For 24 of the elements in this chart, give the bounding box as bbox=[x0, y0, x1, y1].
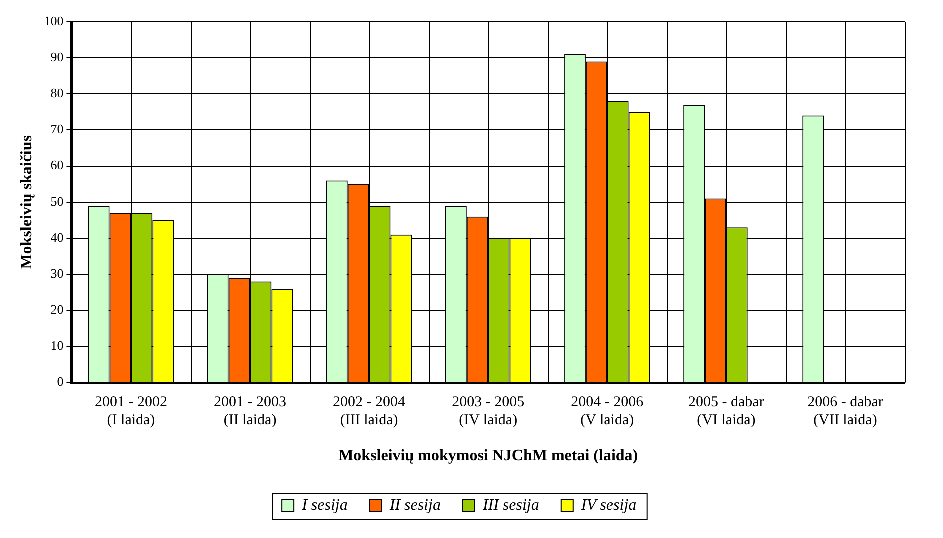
legend-label: III sesija bbox=[482, 497, 540, 514]
x-tick-label: 2004 - 2006 (V laida) bbox=[571, 394, 644, 429]
x-tick-label: 2003 - 2005 (IV laida) bbox=[452, 394, 525, 429]
y-tick-label: 0 bbox=[57, 374, 64, 390]
y-tick-label: 100 bbox=[44, 13, 64, 28]
x-tick-label: 2001 - 2003 (II laida) bbox=[214, 394, 287, 429]
y-tick-label: 50 bbox=[50, 194, 64, 209]
x-tick-label: 2006 - dabar (VII laida) bbox=[808, 394, 884, 429]
x-tick-label: 2005 - dabar (VI laida) bbox=[688, 394, 764, 429]
y-tick-label: 70 bbox=[50, 122, 64, 137]
x-tick-label: 2002 - 2004 (III laida) bbox=[333, 394, 406, 429]
legend-label: II sesija bbox=[388, 497, 441, 514]
y-tick-label: 60 bbox=[50, 158, 64, 173]
y-tick-label: 20 bbox=[50, 302, 64, 318]
x-axis-title: Moksleivių mokymosi NJChM metai (laida) bbox=[338, 448, 638, 465]
y-tick-label: 40 bbox=[50, 230, 64, 245]
y-tick-label: 10 bbox=[50, 338, 64, 354]
legend-label: IV sesija bbox=[580, 497, 637, 514]
legend-label: I sesija bbox=[301, 497, 348, 514]
y-tick-label: 80 bbox=[50, 86, 64, 101]
y-tick-label: 90 bbox=[50, 50, 64, 64]
y-axis-title: Moksleivių skaičius bbox=[18, 135, 36, 270]
y-tick-label: 30 bbox=[50, 266, 64, 281]
x-tick-label: 2001 - 2002 (I laida) bbox=[94, 394, 168, 429]
